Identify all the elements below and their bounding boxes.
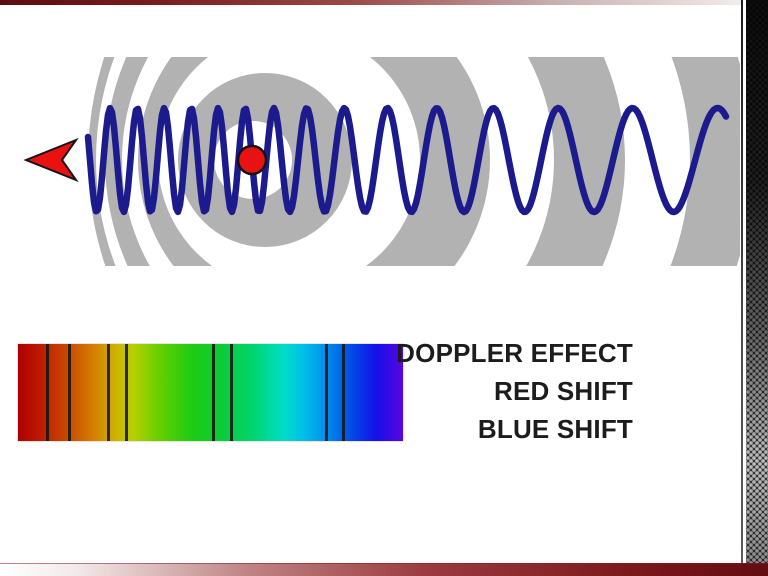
doppler-wave-curve	[84, 104, 730, 216]
absorption-line	[325, 344, 328, 441]
left-arrow-icon	[23, 137, 79, 183]
absorption-line	[230, 344, 233, 441]
caption-line-blue-shift: BLUE SHIFT	[477, 414, 633, 444]
caption-line-doppler-effect: DOPPLER EFFECT	[396, 338, 633, 368]
doppler-wave-figure	[23, 57, 740, 266]
top-accent-line	[0, 0, 742, 5]
absorption-line	[212, 344, 215, 441]
absorption-line	[107, 344, 110, 441]
right-border-line	[741, 0, 743, 563]
bottom-accent-bar	[0, 563, 768, 576]
caption: DOPPLER EFFECT RED SHIFT BLUE SHIFT	[396, 334, 633, 448]
absorption-line	[68, 344, 71, 441]
spectrum-bar	[17, 343, 404, 442]
absorption-line	[125, 344, 128, 441]
absorption-line	[342, 344, 345, 441]
carbon-texture-strip	[746, 0, 768, 563]
absorption-line	[46, 344, 49, 441]
caption-line-red-shift: RED SHIFT	[493, 376, 633, 406]
wave-source-dot	[236, 144, 268, 176]
